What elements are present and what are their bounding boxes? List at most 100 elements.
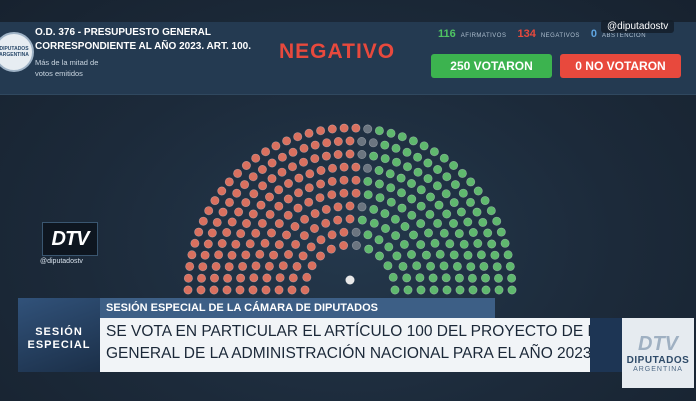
seat	[322, 138, 332, 148]
seat	[452, 261, 462, 271]
seat	[416, 285, 426, 295]
seat	[223, 273, 233, 283]
seat	[203, 239, 213, 249]
seat	[242, 219, 252, 229]
seat	[351, 123, 361, 133]
diputados-argentina-logo: DTV DIPUTADOS ARGENTINA	[622, 318, 694, 388]
seat	[300, 214, 310, 224]
seat	[321, 151, 331, 161]
seat	[300, 285, 310, 295]
seat	[274, 285, 284, 295]
seat	[190, 238, 200, 248]
seat	[277, 167, 287, 177]
seat	[284, 250, 294, 260]
seat	[413, 167, 423, 177]
seat	[315, 193, 325, 203]
seat	[187, 250, 197, 260]
seat	[445, 239, 455, 249]
seat	[357, 149, 367, 159]
seat	[345, 149, 355, 159]
seat	[397, 188, 407, 198]
seat	[399, 239, 409, 249]
seat	[267, 174, 277, 184]
seat	[351, 162, 361, 172]
seat	[375, 251, 385, 261]
seat	[374, 179, 384, 189]
seat	[479, 261, 489, 271]
seat	[386, 197, 396, 207]
seat	[390, 285, 400, 295]
seat	[476, 250, 486, 260]
seat	[363, 124, 373, 134]
seat	[339, 162, 349, 172]
seat	[413, 152, 423, 162]
seat	[283, 210, 293, 220]
seat	[290, 222, 300, 232]
seat	[292, 261, 302, 271]
seat	[423, 158, 433, 168]
seat	[449, 198, 459, 208]
seat	[374, 126, 384, 136]
seat	[441, 273, 451, 283]
seat	[439, 228, 449, 238]
seat	[481, 285, 491, 295]
seat	[333, 215, 343, 225]
seat	[345, 214, 355, 224]
seat	[339, 227, 349, 237]
seat	[454, 273, 464, 283]
seat	[454, 229, 464, 239]
seat	[262, 273, 272, 283]
seat	[434, 200, 444, 210]
seat	[480, 273, 490, 283]
seat	[468, 285, 478, 295]
seat	[385, 169, 395, 179]
seat	[439, 153, 449, 163]
seat	[316, 179, 326, 189]
seat-hemicycle	[183, 123, 517, 295]
seat	[294, 173, 304, 183]
seat	[505, 261, 515, 271]
seat	[493, 273, 503, 283]
seat	[442, 285, 452, 295]
seat	[426, 261, 436, 271]
seat	[433, 218, 443, 228]
seat	[425, 209, 435, 219]
seat	[222, 228, 232, 238]
seat	[327, 230, 337, 240]
seat	[288, 273, 298, 283]
dtv-logo: DTV	[42, 222, 98, 256]
seat	[345, 136, 355, 146]
seat	[316, 126, 326, 136]
seat	[472, 207, 482, 217]
seat	[473, 186, 483, 196]
dtv-handle: @diputadostv	[40, 258, 83, 265]
seat	[398, 261, 408, 271]
seat	[363, 190, 373, 200]
seat	[402, 273, 412, 283]
seat	[392, 251, 402, 261]
abstencion-label: ABSTENCIÓN	[602, 33, 647, 39]
seat	[473, 239, 483, 249]
seat	[227, 217, 237, 227]
seat	[412, 261, 422, 271]
seat	[274, 240, 284, 250]
seat	[339, 123, 349, 133]
seat	[310, 154, 320, 164]
seat	[238, 261, 248, 271]
seat	[380, 154, 390, 164]
seat	[269, 250, 279, 260]
seat	[339, 241, 349, 251]
seat	[351, 188, 361, 198]
seat	[196, 273, 206, 283]
seat	[316, 235, 326, 245]
seat	[288, 147, 298, 157]
vote-header: DIPUTADOS ARGENTINA O.D. 376 - PRESUPUES…	[0, 22, 696, 95]
seat	[235, 285, 245, 295]
seat	[429, 147, 439, 157]
seat	[486, 206, 496, 216]
seat	[293, 132, 303, 142]
seat	[257, 165, 267, 175]
seat	[374, 166, 384, 176]
seat	[449, 250, 459, 260]
seat	[468, 228, 478, 238]
